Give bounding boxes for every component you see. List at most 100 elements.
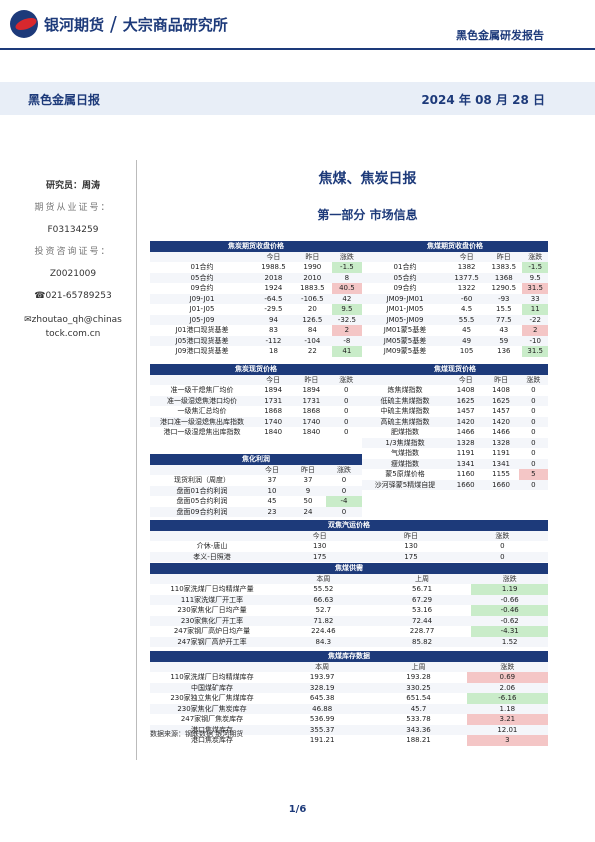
row-label: 蒙5原煤价格 (385, 470, 425, 478)
row-label: 247家钢厂焦炭库存 (180, 715, 244, 723)
table-row: J09-J01 -64.5 -106.5 42 (150, 293, 362, 304)
analyst-sidebar: 研究员：周涛 期货从业证号： F03134259 投资咨询证号： Z002100… (18, 175, 128, 341)
cell-yest: 136 (497, 347, 511, 355)
table-row: 中硫主焦煤指数 1457 1457 0 (362, 406, 548, 417)
email-line-2[interactable]: tock.com.cn (45, 329, 101, 339)
table-row: JM09-JM01 -60 -93 33 (362, 293, 548, 304)
table-row: 09合约 1924 1883.5 40.5 (150, 283, 362, 294)
cell-today: 55.5 (448, 314, 486, 325)
qualification-number: F03134259 (47, 225, 99, 235)
row-label: JM01-JM05 (386, 305, 424, 313)
cell-yest: -93 (485, 293, 523, 304)
coke-spot-title: 焦炭现货价格 (150, 364, 362, 375)
table-row: J01港口现货基差 83 84 2 (150, 325, 362, 336)
supply-title: 焦煤供需 (150, 563, 548, 574)
cell-yest: 77.5 (485, 314, 523, 325)
row-label: JM09-JM01 (362, 293, 448, 304)
row-label: 盘面01合约利润 (150, 485, 254, 496)
cell-today: 1466 (456, 428, 475, 436)
table-row: 低硫主焦煤指数 1625 1625 0 (362, 395, 548, 406)
table-row: 气煤指数 1191 1191 0 (362, 448, 548, 459)
cell-today: 1868 (264, 407, 283, 415)
cell-yest: 1625 (483, 395, 519, 406)
cell-yest: 1868 (302, 407, 321, 415)
table-row: J05港口现货基差 -112 -104 -8 (150, 335, 362, 346)
table-row: 瘦煤指数 1341 1341 0 (362, 458, 548, 469)
row-label: 230家焦化厂焦炭库存 (150, 703, 274, 714)
table-row: 05合约 2018 2010 8 (150, 272, 362, 283)
cell-yest: 22 (307, 347, 317, 355)
cell-today: 49 (448, 335, 486, 346)
coking-coal-futures-table: 焦煤期货收盘价格 今日 昨日 涨跌 01合约 1382 1383.5 -1.5 05合约 13… (362, 241, 548, 357)
row-label: 准一级湿熄焦港口均价 (150, 395, 254, 406)
cell-chg: -1.5 (331, 262, 362, 273)
coal-spot-rows: 炼焦煤指数 1408 1408 0 低硫主焦煤指数 1625 1625 0 中硫主焦煤指数 145… (362, 385, 548, 490)
table-row: 蒙5原煤价格 1160 1155 5 (362, 469, 548, 480)
row-label: J01-J05 (189, 305, 215, 313)
row-label: 港口焦炭库存 (191, 736, 233, 744)
cell-today: 1840 (264, 428, 283, 436)
cell-yest: 50 (303, 497, 313, 505)
cell-yest: 20 (307, 305, 317, 313)
row-label: 炼焦煤指数 (387, 386, 423, 394)
report-name: 黑色金属日报 (28, 93, 101, 107)
table-row: 1/3焦煤指数 1328 1328 0 (362, 437, 548, 448)
row-label: 盘面05合约利润 (176, 497, 228, 505)
table-row: 247家钢厂高炉日均产量 224.46 228.77 -4.31 (150, 626, 548, 637)
cell-today: 45 (462, 326, 472, 334)
cell-today: -29.5 (264, 305, 283, 313)
cell-yest: 1457 (492, 407, 510, 415)
cell-today: 18 (268, 347, 278, 355)
table-row: JM05-JM09 55.5 77.5 -22 (362, 314, 548, 325)
row-label: 230家焦化厂开工率 (150, 615, 274, 626)
cell-last: 188.21 (406, 736, 431, 744)
cell-today: 1328 (448, 437, 484, 448)
table-row: 247家钢厂焦炭库存 536.99 533.78 3.21 (150, 714, 548, 725)
cell-chg: -22 (522, 314, 548, 325)
page-number: 1/6 (288, 804, 307, 815)
row-label: 介休-唐山 (196, 542, 228, 550)
cell-this: 71.82 (274, 615, 373, 626)
coal-futures-title: 焦煤期货收盘价格 (362, 241, 548, 252)
table-row: 肥煤指数 1466 1466 0 (362, 427, 548, 438)
cell-this: 328.19 (274, 682, 371, 693)
cell-last: 228.77 (409, 627, 435, 635)
row-label: 01合约 (190, 263, 214, 271)
row-label: 准一级干熄焦厂均价 (170, 386, 234, 394)
cell-yest: 1731 (292, 395, 331, 406)
table-row: 中国煤矿库存 328.19 330.25 2.06 (150, 682, 548, 693)
cell-this: 52.7 (315, 606, 332, 614)
table-row: 01合约 1382 1383.5 -1.5 (362, 262, 548, 273)
cell-yest: -106.5 (292, 293, 332, 304)
section-title: 第一部分 市场信息 (317, 208, 418, 222)
row-label: J05-J09 (150, 314, 254, 325)
cell-yest: 175 (365, 551, 457, 562)
galaxy-logo-icon (10, 10, 38, 38)
cell-chg: 0 (518, 458, 548, 469)
cell-chg: 0 (326, 506, 362, 517)
row-label: 孝义-日照港 (150, 551, 274, 562)
sidebar-divider (136, 160, 137, 760)
cell-this: 55.52 (313, 585, 334, 593)
cell-this: 66.63 (274, 594, 373, 605)
cell-today: 45 (267, 497, 277, 505)
table-row: J09港口现货基差 18 22 41 (150, 346, 362, 357)
row-label: JM09蒙5基差 (383, 347, 427, 355)
cell-chg: -6.16 (466, 693, 548, 704)
table-row: 盘面05合约利润 45 50 -4 (150, 496, 362, 507)
email-line-1[interactable]: ✉zhoutao_qh@chinas (24, 315, 122, 325)
row-label: JM01蒙5基差 (383, 326, 427, 334)
coal-supply-table: 焦煤供需 本周 上周 涨跌 110家洗煤厂日均精煤产量 55.52 56.71 1.19 1… (150, 563, 548, 647)
cell-this: 224.46 (311, 627, 336, 635)
table-row: 港口准一级湿熄焦出库指数 1740 1740 0 (150, 416, 362, 427)
cell-last: 330.25 (370, 682, 467, 693)
cell-today: 175 (274, 551, 366, 562)
cell-today: 1341 (448, 458, 484, 469)
cell-today: 4.5 (461, 305, 473, 313)
row-label: 中硫主焦煤指数 (380, 407, 430, 415)
cell-yest: 1840 (302, 428, 321, 436)
cell-chg: 0 (456, 551, 548, 562)
cell-chg: 33 (522, 293, 548, 304)
coal-spot-table: 焦煤现货价格 今日 昨日 涨跌 炼焦煤指数 1408 1408 0 低硫主焦煤指数 1625 1… (362, 364, 548, 490)
cell-chg: 3 (466, 735, 548, 746)
